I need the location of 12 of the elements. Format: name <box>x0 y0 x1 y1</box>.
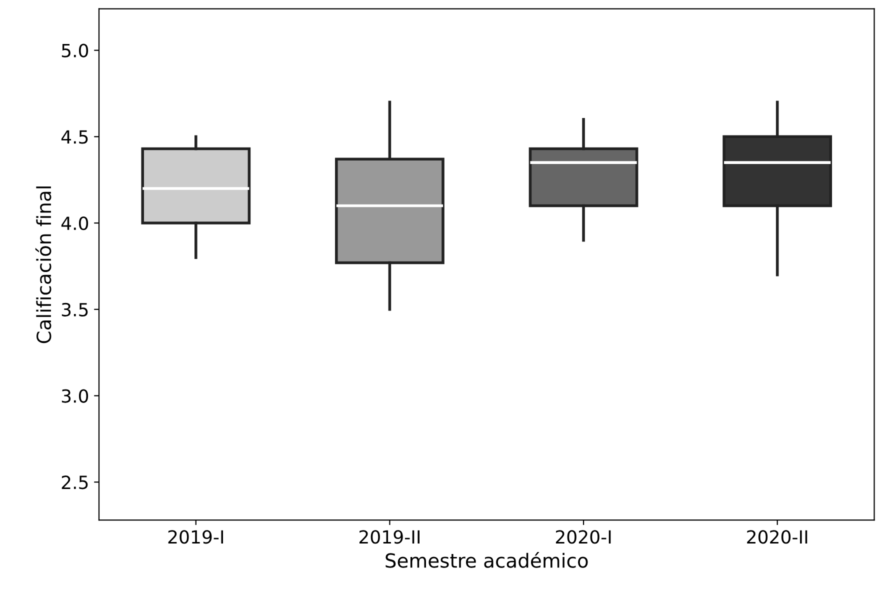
y-tick-label: 4.5 <box>61 130 88 144</box>
y-tick-label: 2.5 <box>62 476 88 490</box>
y-tick-label: 5.0 <box>62 44 88 58</box>
y-tick-label: 3.0 <box>62 389 88 403</box>
x-tick-label: 2020-II <box>747 530 808 544</box>
x-tick-label: 2020-I <box>556 530 611 544</box>
y-tick-label: 3.5 <box>62 302 88 316</box>
y-axis-title: Calificación final <box>35 186 52 344</box>
x-axis-title: Semestre académico <box>386 552 588 568</box>
x-tick-label: 2019-I <box>168 530 224 544</box>
y-tick-label: 4.0 <box>61 216 88 230</box>
x-tick-label: 2019-II <box>359 530 420 544</box>
